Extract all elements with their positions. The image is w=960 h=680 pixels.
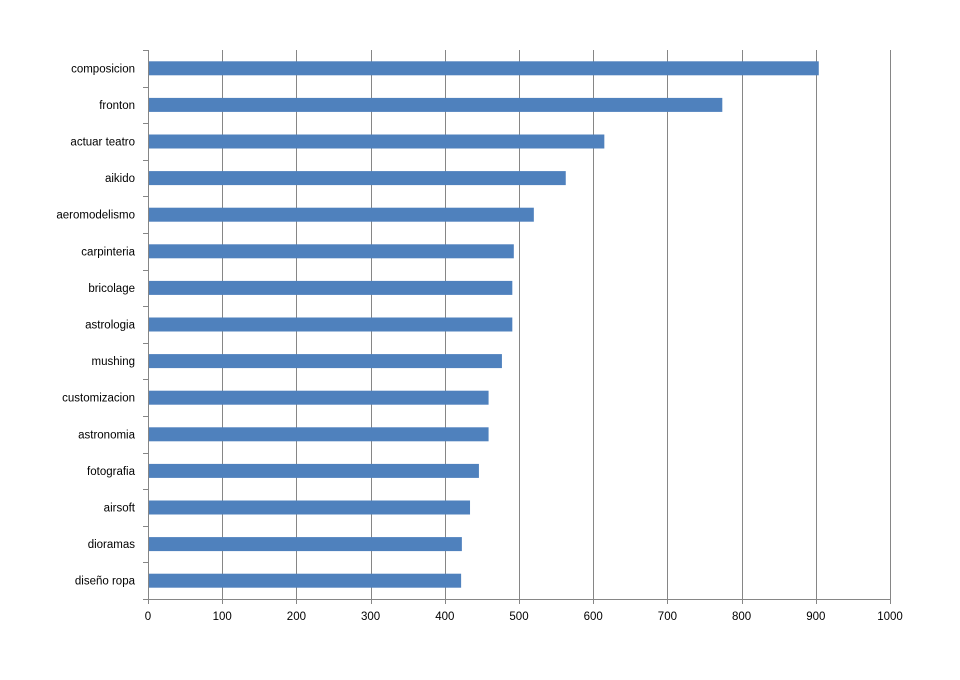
y-tick-label: diseño ropa	[75, 576, 136, 588]
bar	[148, 61, 819, 76]
x-tick-label: 800	[732, 611, 751, 623]
bar	[148, 244, 514, 259]
x-tick-label: 500	[509, 611, 528, 623]
bar	[148, 207, 534, 222]
y-tick-label: mushing	[92, 356, 135, 368]
x-tick-label: 0	[145, 611, 151, 623]
labels: 0 100 200 300 400 500 600 700 800 900 1000 composic…	[56, 63, 902, 623]
y-tick-label: composicion	[71, 63, 135, 75]
bar	[148, 171, 566, 186]
y-tick-label: airsoft	[104, 503, 136, 515]
bar	[148, 354, 502, 369]
y-tick-label: fronton	[99, 100, 135, 112]
x-tick-label: 1000	[877, 611, 903, 623]
axes	[143, 50, 891, 604]
bar	[148, 500, 471, 515]
bar	[148, 390, 489, 405]
y-tick-label: actuar teatro	[70, 137, 135, 149]
bar	[148, 280, 513, 295]
x-tick-label: 900	[806, 611, 825, 623]
x-tick-label: 600	[584, 611, 603, 623]
y-tick-label: aikido	[105, 173, 135, 185]
x-tick-label: 700	[658, 611, 677, 623]
x-tick-label: 400	[435, 611, 454, 623]
bar	[148, 134, 605, 149]
y-tick-label: dioramas	[88, 539, 136, 551]
y-tick-label: astronomia	[78, 429, 135, 441]
bars	[148, 61, 819, 588]
x-tick-label: 300	[361, 611, 380, 623]
y-tick-label: astrologia	[85, 320, 135, 332]
x-tick-label: 100	[213, 611, 232, 623]
bar	[148, 573, 462, 588]
x-tick-label: 200	[287, 611, 306, 623]
y-tick-label: bricolage	[88, 283, 135, 295]
bar	[148, 463, 479, 478]
bar	[148, 317, 513, 332]
y-tick-label: fotografia	[87, 466, 136, 478]
bar	[148, 427, 489, 442]
bar	[148, 537, 462, 552]
y-tick-label: customizacion	[62, 393, 135, 405]
y-tick-label: carpinteria	[81, 246, 135, 258]
y-tick-label: aeromodelismo	[56, 210, 135, 222]
bar	[148, 97, 723, 112]
